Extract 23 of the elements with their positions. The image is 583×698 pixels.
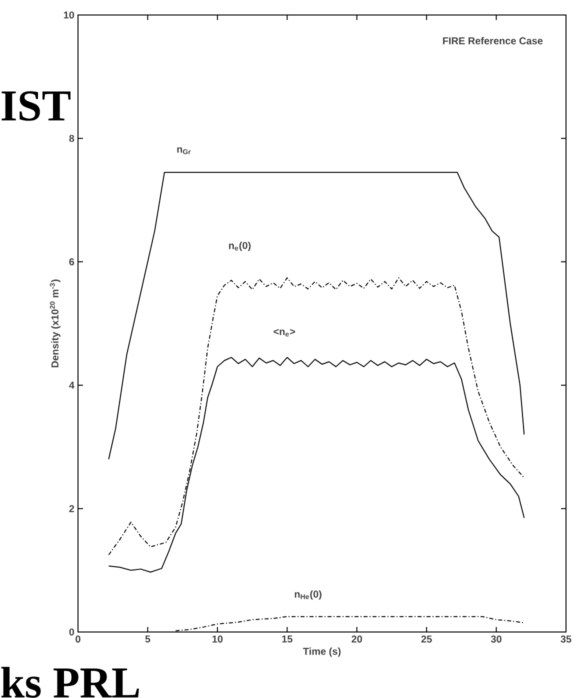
y-tick-label: 0 bbox=[69, 628, 74, 636]
x-tick-label: 5 bbox=[145, 636, 150, 643]
x-tick-label: 0 bbox=[76, 636, 80, 643]
x-tick-label: 25 bbox=[421, 636, 432, 643]
text: IST bbox=[2, 91, 70, 121]
series-label: n$_{He}$(0) bbox=[294, 590, 322, 600]
y-tick-label: 2 bbox=[69, 505, 74, 512]
x-axis-title: Time (s) bbox=[303, 647, 341, 657]
y-tick-label: 4 bbox=[69, 382, 74, 389]
series-label: n$_{Gr}$ bbox=[177, 147, 191, 154]
y-tick-label: 10 bbox=[64, 11, 74, 19]
x-tick-label: 20 bbox=[352, 636, 362, 643]
annotation: FIRE Reference Case bbox=[443, 37, 543, 44]
text: <n$_{e}$> bbox=[274, 328, 296, 337]
x-tick-label: 35 bbox=[560, 636, 572, 643]
x-tick-label: 30 bbox=[490, 636, 502, 643]
y-tick-label: 6 bbox=[69, 258, 74, 266]
text: ks PRL bbox=[1, 666, 139, 698]
y-tick-label: 8 bbox=[69, 134, 74, 142]
x-tick-label: 15 bbox=[282, 636, 292, 643]
x-tick-label: 10 bbox=[212, 636, 223, 643]
y-axis-title: Density (x10$^{20}$ m$^{-3}$) bbox=[50, 280, 60, 368]
text: n$_{e}$(0) bbox=[229, 242, 251, 252]
